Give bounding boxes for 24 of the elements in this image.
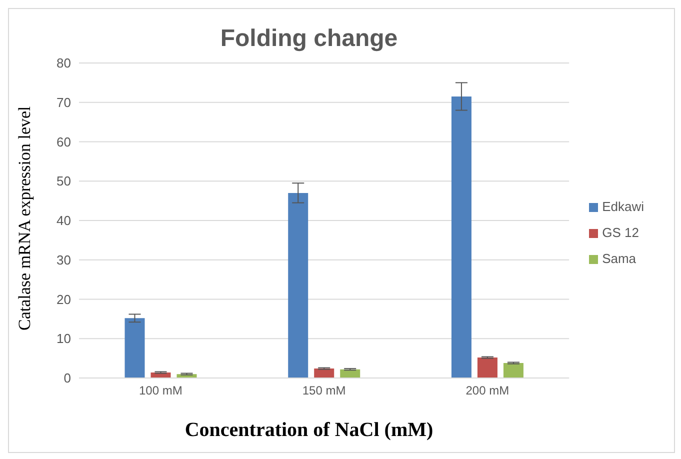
x-tick-label: 150 mM [302, 384, 346, 398]
bar [288, 192, 308, 378]
y-axis-title: Catalase mRNA expression level [15, 106, 34, 330]
y-tick-label: 40 [56, 213, 71, 228]
y-tick-label: 70 [56, 94, 71, 110]
x-axis-title: Concentration of NaCl (mM) [184, 419, 434, 442]
legend-label: Edkawi [602, 199, 644, 214]
y-tick-label: 20 [56, 292, 71, 307]
y-tick-label: 80 [56, 56, 71, 71]
chart-title: Folding change [219, 25, 399, 53]
y-tick-label: 10 [56, 331, 71, 346]
legend-label: Sama [602, 251, 636, 266]
bar [503, 363, 524, 378]
bar [451, 96, 472, 378]
bar [477, 358, 498, 378]
y-tick-label: 30 [56, 252, 71, 268]
x-tick-label: 100 mM [139, 384, 182, 398]
bar [124, 318, 145, 378]
y-tick-label: 0 [64, 370, 71, 386]
y-tick-label: 60 [56, 134, 71, 150]
y-tick-label: 50 [56, 174, 71, 189]
x-tick-label: 200 mM [466, 384, 510, 398]
legend-label: GS 12 [602, 225, 639, 240]
bar [314, 368, 334, 378]
